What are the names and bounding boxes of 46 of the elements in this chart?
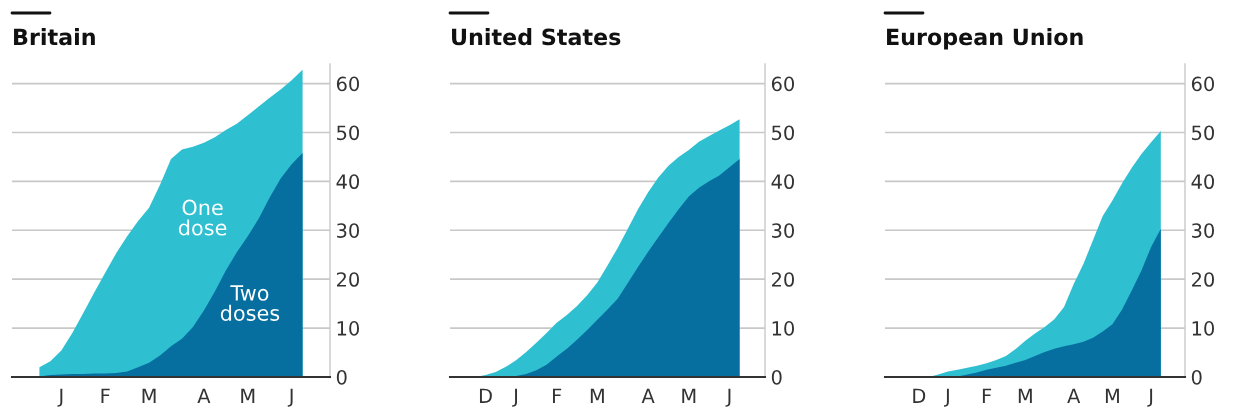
- y-tick-label: 50: [337, 125, 360, 141]
- x-tick-label: M: [1018, 388, 1032, 403]
- x-tick-label: A: [197, 388, 211, 403]
- x-tick-label: F: [553, 388, 562, 403]
- y-tick-label: 40: [336, 174, 360, 190]
- y-tick-label: 60: [1191, 76, 1215, 92]
- y-tick-label: 10: [337, 321, 360, 336]
- y-tick-label: 20: [1191, 272, 1215, 287]
- chart-title: Britain: [14, 28, 95, 46]
- x-tick-label: M: [590, 388, 604, 403]
- x-tick-label: D: [479, 388, 492, 403]
- y-tick-label: 30: [1192, 223, 1215, 238]
- x-tick-label: M: [682, 388, 696, 403]
- y-tick-label: 0: [1191, 369, 1202, 385]
- x-tick-label: J: [944, 388, 949, 407]
- y-tick-label: 40: [771, 174, 795, 190]
- x-tick-label: J: [1147, 388, 1153, 407]
- y-tick-label: 60: [771, 76, 795, 92]
- x-tick-label: J: [512, 388, 518, 407]
- series-label: Two doses: [220, 285, 280, 321]
- x-tick-label: A: [1067, 388, 1081, 403]
- chart-title: European Union: [887, 28, 1083, 50]
- y-tick-label: 50: [772, 125, 795, 141]
- x-tick-label: J: [725, 388, 731, 407]
- y-tick-label: 0: [336, 369, 347, 385]
- x-tick-label: M: [241, 388, 255, 403]
- chart-title: United States: [452, 28, 621, 46]
- y-tick-label: 20: [771, 272, 795, 287]
- y-tick-label: 20: [336, 272, 360, 287]
- y-tick-label: 50: [1192, 125, 1215, 141]
- y-tick-label: 10: [1192, 321, 1215, 336]
- x-tick-label: J: [57, 388, 63, 407]
- x-tick-label: F: [101, 388, 110, 403]
- x-tick-label: M: [1105, 388, 1119, 403]
- x-tick-label: J: [287, 388, 293, 407]
- y-tick-label: 0: [771, 369, 782, 385]
- y-tick-label: 10: [772, 321, 795, 336]
- x-tick-label: D: [913, 388, 926, 403]
- y-tick-label: 60: [336, 76, 360, 92]
- y-tick-label: 30: [337, 223, 360, 238]
- x-tick-label: F: [982, 388, 992, 403]
- y-tick-label: 30: [772, 223, 795, 238]
- x-tick-label: A: [641, 388, 655, 403]
- y-tick-label: 40: [1191, 174, 1215, 190]
- series-label: One dose: [178, 199, 227, 236]
- x-tick-label: M: [142, 388, 156, 403]
